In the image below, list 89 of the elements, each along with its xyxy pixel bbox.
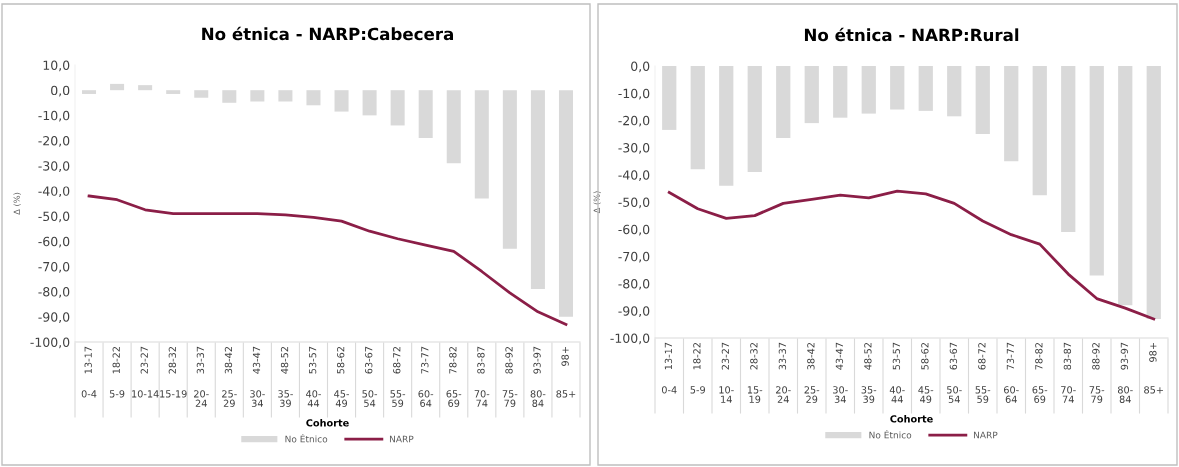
category-label: 68-72 55- 59 [390, 346, 406, 407]
bar [334, 90, 349, 112]
category-label: 38-42 25- 29 [804, 342, 820, 403]
category-label: 63-67 50- 54 [947, 342, 962, 403]
category-label: 23-27 10- 14 [719, 342, 734, 403]
category-label: 28-32 15- 19 [747, 342, 763, 403]
y-tick-label: -80,0 [618, 279, 650, 290]
y-tick-label: 0,0 [51, 85, 70, 97]
y-tick-label: -40,0 [618, 170, 650, 181]
category-label: 28-32 15-19 [160, 346, 187, 398]
bar [194, 90, 209, 98]
category-label: 93-97 80- 84 [1117, 342, 1133, 403]
bar [306, 90, 321, 106]
category-label: 83-87 70- 74 [474, 346, 490, 407]
y-tick-label: -70,0 [38, 261, 70, 273]
bar [278, 90, 293, 102]
category-label: 48-52 35- 39 [861, 342, 877, 403]
bar [82, 90, 97, 94]
category-label: 13-17 0-4 [81, 346, 97, 398]
category-label: 88-92 75- 79 [502, 346, 518, 407]
y-tick-label: -80,0 [38, 287, 70, 298]
category-label: 23-27 10-14 [132, 346, 159, 398]
y-axis-title: Δ (%) [13, 192, 21, 215]
y-tick-label: -70,0 [618, 251, 650, 263]
y-tick-label: -10,0 [618, 88, 650, 100]
bar [390, 90, 405, 126]
chart-title: No étnica - NARP:Cabecera [202, 26, 453, 41]
category-label: 88-92 75- 79 [1089, 342, 1105, 403]
category-label: 78-82 65- 69 [1032, 342, 1048, 403]
bar [222, 90, 237, 103]
legend-label: No Étnico [869, 429, 912, 439]
category-label: 73-77 60- 64 [418, 346, 434, 407]
category-label: 38-42 25- 29 [222, 346, 237, 407]
category-label: 63-67 50- 54 [362, 346, 378, 407]
y-tick-label: -40,0 [38, 186, 70, 198]
category-label: 33-37 20- 24 [194, 346, 209, 407]
line-series [87, 194, 568, 326]
category-label: 48-52 35- 39 [278, 346, 293, 407]
bar [362, 90, 377, 116]
bar [250, 90, 265, 102]
y-tick-label: -60,0 [618, 224, 650, 236]
bar [474, 90, 489, 199]
category-label: 73-77 60- 64 [1003, 342, 1019, 403]
chart-title: No étnica - NARP:Rural [804, 27, 1019, 42]
bar [502, 90, 517, 249]
category-label: 58-62 45- 49 [918, 342, 934, 403]
category-label: 98+ 85+ [1144, 343, 1163, 394]
y-tick-label: -90,0 [38, 312, 70, 324]
y-tick-label: -20,0 [38, 136, 70, 147]
line-series [667, 189, 1156, 321]
bar [110, 83, 125, 91]
category-label: 83-87 70- 74 [1061, 342, 1076, 403]
y-tick-label: -10,0 [38, 110, 70, 122]
category-label: 43-47 30- 34 [250, 346, 265, 407]
y-tick-label: -50,0 [38, 211, 70, 223]
category-label: 78-82 65- 69 [446, 346, 462, 407]
y-tick-label: 10,0 [43, 60, 70, 72]
category-label: 68-72 55- 59 [975, 342, 991, 403]
category-label: 53-57 40- 44 [306, 346, 321, 407]
y-tick-label: 0,0 [631, 61, 650, 73]
y-tick-label: -100,0 [610, 333, 650, 345]
category-label: 33-37 20- 24 [776, 342, 791, 403]
y-tick-label: -30,0 [38, 161, 70, 172]
bar [446, 90, 461, 164]
category-label: 18-22 5-9 [690, 342, 706, 394]
y-tick-label: -30,0 [618, 143, 650, 154]
category-label: 58-62 45- 49 [334, 346, 349, 407]
bar [530, 90, 545, 290]
y-tick-label: -20,0 [618, 115, 650, 127]
bar [166, 90, 181, 94]
legend-label: NARP [389, 435, 414, 443]
category-label: 98+ 85+ [556, 347, 576, 398]
legend-label: No Étnico [285, 433, 328, 443]
bar [418, 90, 433, 139]
category-label: 93-97 80- 84 [530, 346, 546, 407]
legend-label: NARP [973, 431, 998, 439]
y-axis-title: Δ (%) [593, 191, 601, 214]
category-label: 18-22 5-9 [109, 346, 125, 398]
bar [138, 85, 153, 91]
x-axis-title: Cohorte [890, 415, 933, 423]
y-tick-label: -100,0 [30, 337, 70, 349]
bar [558, 90, 573, 317]
y-tick-label: -90,0 [618, 306, 650, 317]
x-axis-title: Cohorte [306, 419, 349, 427]
category-label: 43-47 30- 34 [833, 342, 848, 403]
category-label: 13-17 0-4 [661, 342, 677, 394]
category-label: 53-57 40- 44 [889, 342, 905, 403]
y-tick-label: -50,0 [618, 197, 650, 209]
y-tick-label: -60,0 [38, 236, 70, 248]
